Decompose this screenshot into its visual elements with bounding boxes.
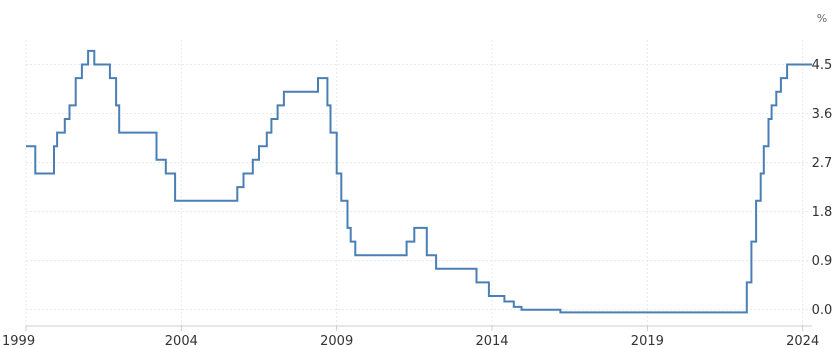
x-tick-label: 2019 — [631, 334, 664, 348]
x-tick-label: 2009 — [320, 334, 353, 348]
x-tick-label: 2014 — [475, 334, 508, 348]
y-tick-label: 1.8 — [812, 205, 833, 220]
y-tick-label: 0.0 — [812, 303, 833, 318]
x-tick-label: 2004 — [165, 334, 198, 348]
x-tick-label: 1999 — [2, 334, 35, 348]
y-axis-unit-label: % — [817, 12, 827, 25]
y-tick-label: 4.5 — [812, 58, 833, 73]
series-line — [26, 49, 812, 314]
y-tick-label: 2.7 — [812, 156, 833, 171]
gridlines — [25, 40, 812, 326]
y-tick-label: 0.9 — [812, 254, 833, 269]
series-group — [26, 49, 812, 314]
axes — [25, 325, 812, 331]
y-tick-label: 3.6 — [812, 107, 833, 122]
x-tick-labels: 1999 2004 2009 2014 2019 2024 — [2, 334, 819, 348]
x-tick-label: 2024 — [786, 334, 819, 348]
y-tick-labels: 0.0 0.9 1.8 2.7 3.6 4.5 — [812, 58, 833, 318]
